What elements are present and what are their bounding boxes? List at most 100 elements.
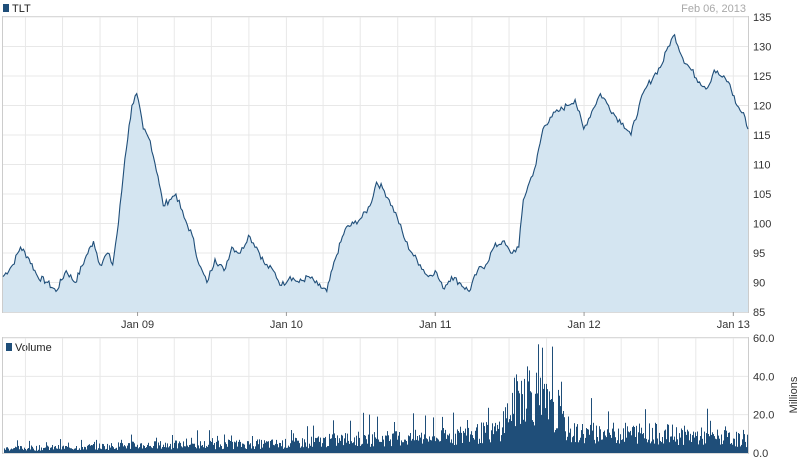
volume-bar (402, 442, 403, 453)
volume-bar (499, 421, 500, 453)
volume-bar (602, 439, 603, 453)
volume-bar (5, 449, 6, 453)
volume-bar (549, 391, 550, 453)
volume-bar (295, 437, 296, 453)
volume-bar (198, 445, 199, 453)
volume-bar (543, 388, 544, 453)
volume-bar (167, 443, 168, 453)
volume-bar (419, 435, 420, 453)
volume-bar (521, 380, 522, 453)
volume-bar (296, 438, 297, 453)
volume-bar (611, 437, 612, 453)
volume-bar (232, 441, 233, 453)
volume-bar (171, 449, 172, 453)
volume-bar (243, 443, 244, 453)
volume-bar (26, 450, 27, 453)
volume-bar (220, 444, 221, 453)
volume-bar (255, 446, 256, 453)
volume-bar (303, 447, 304, 453)
volume-bar (731, 443, 732, 453)
volume-bar (320, 437, 321, 453)
volume-bar (102, 443, 103, 453)
volume-bar (428, 441, 429, 453)
volume-bar (586, 428, 587, 453)
volume-bar (250, 443, 251, 453)
volume-bar (104, 446, 105, 453)
x-axis: Jan 09 Jan 10 Jan 11 Jan 12 Jan 13 (121, 312, 750, 331)
volume-bar (727, 437, 728, 453)
volume-bar (111, 443, 112, 453)
volume-bar (508, 422, 509, 453)
volume-bar (458, 431, 459, 453)
volume-bar (16, 447, 17, 453)
volume-bar (87, 445, 88, 453)
volume-bar (714, 436, 715, 453)
volume-bar (325, 436, 326, 453)
volume-bar (720, 444, 721, 453)
volume-bar (546, 383, 547, 453)
volume-bar (481, 422, 482, 453)
volume-bar (605, 435, 606, 453)
price-legend-label: TLT (12, 3, 31, 15)
volume-bar (283, 448, 284, 453)
volume-bar (566, 440, 567, 453)
volume-bar (659, 432, 660, 453)
volume-bar (209, 430, 210, 453)
volume-bar (451, 439, 452, 453)
volume-bar (23, 449, 24, 453)
volume-bar (222, 449, 223, 453)
volume-bar (658, 444, 659, 453)
volume-bar (64, 448, 65, 453)
volume-bar (233, 449, 234, 453)
volume-bar (510, 415, 511, 453)
volume-y-tick-label: 20.0 (753, 410, 774, 422)
volume-bar (466, 435, 467, 453)
volume-bar (240, 441, 241, 453)
volume-bar (37, 450, 38, 453)
volume-bar (94, 441, 95, 453)
volume-bar (330, 438, 331, 453)
volume-bar (244, 444, 245, 453)
volume-bar (620, 434, 621, 453)
volume-bar (518, 390, 519, 453)
volume-bar (273, 444, 274, 453)
volume-bar (545, 408, 546, 453)
volume-bar (46, 442, 47, 453)
volume-bar (479, 438, 480, 453)
volume-bar (732, 444, 733, 453)
volume-bar (606, 437, 607, 453)
volume-bar (392, 433, 393, 453)
volume-bar (704, 431, 705, 453)
volume-bar (59, 448, 60, 453)
volume-bar (453, 412, 454, 453)
volume-legend-label: Volume (15, 342, 52, 354)
volume-bar (421, 432, 422, 453)
volume-bar (585, 437, 586, 453)
volume-bar (403, 442, 404, 453)
volume-bar (153, 446, 154, 453)
volume-bar (531, 392, 532, 453)
volume-bar (646, 438, 647, 453)
volume-bar (441, 430, 442, 453)
volume-bar (383, 439, 384, 453)
volume-bar (264, 440, 265, 453)
volume-bar (305, 442, 306, 453)
volume-bar (110, 447, 111, 453)
volume-bar (271, 439, 272, 453)
volume-bar (397, 439, 398, 453)
volume-bar (509, 419, 510, 453)
volume-bar (174, 442, 175, 453)
volume-bar (14, 448, 15, 453)
volume-bar (269, 447, 270, 453)
volume-bar (589, 434, 590, 453)
volume-bar (216, 441, 217, 453)
volume-bar (379, 441, 380, 453)
volume-bar (582, 424, 583, 453)
volume-bar (633, 425, 634, 453)
volume-bar (512, 392, 513, 453)
volume-bar (442, 416, 443, 453)
volume-bar (336, 445, 337, 453)
volume-bar (425, 415, 426, 453)
volume-bar (347, 433, 348, 453)
volume-bar (162, 447, 163, 453)
